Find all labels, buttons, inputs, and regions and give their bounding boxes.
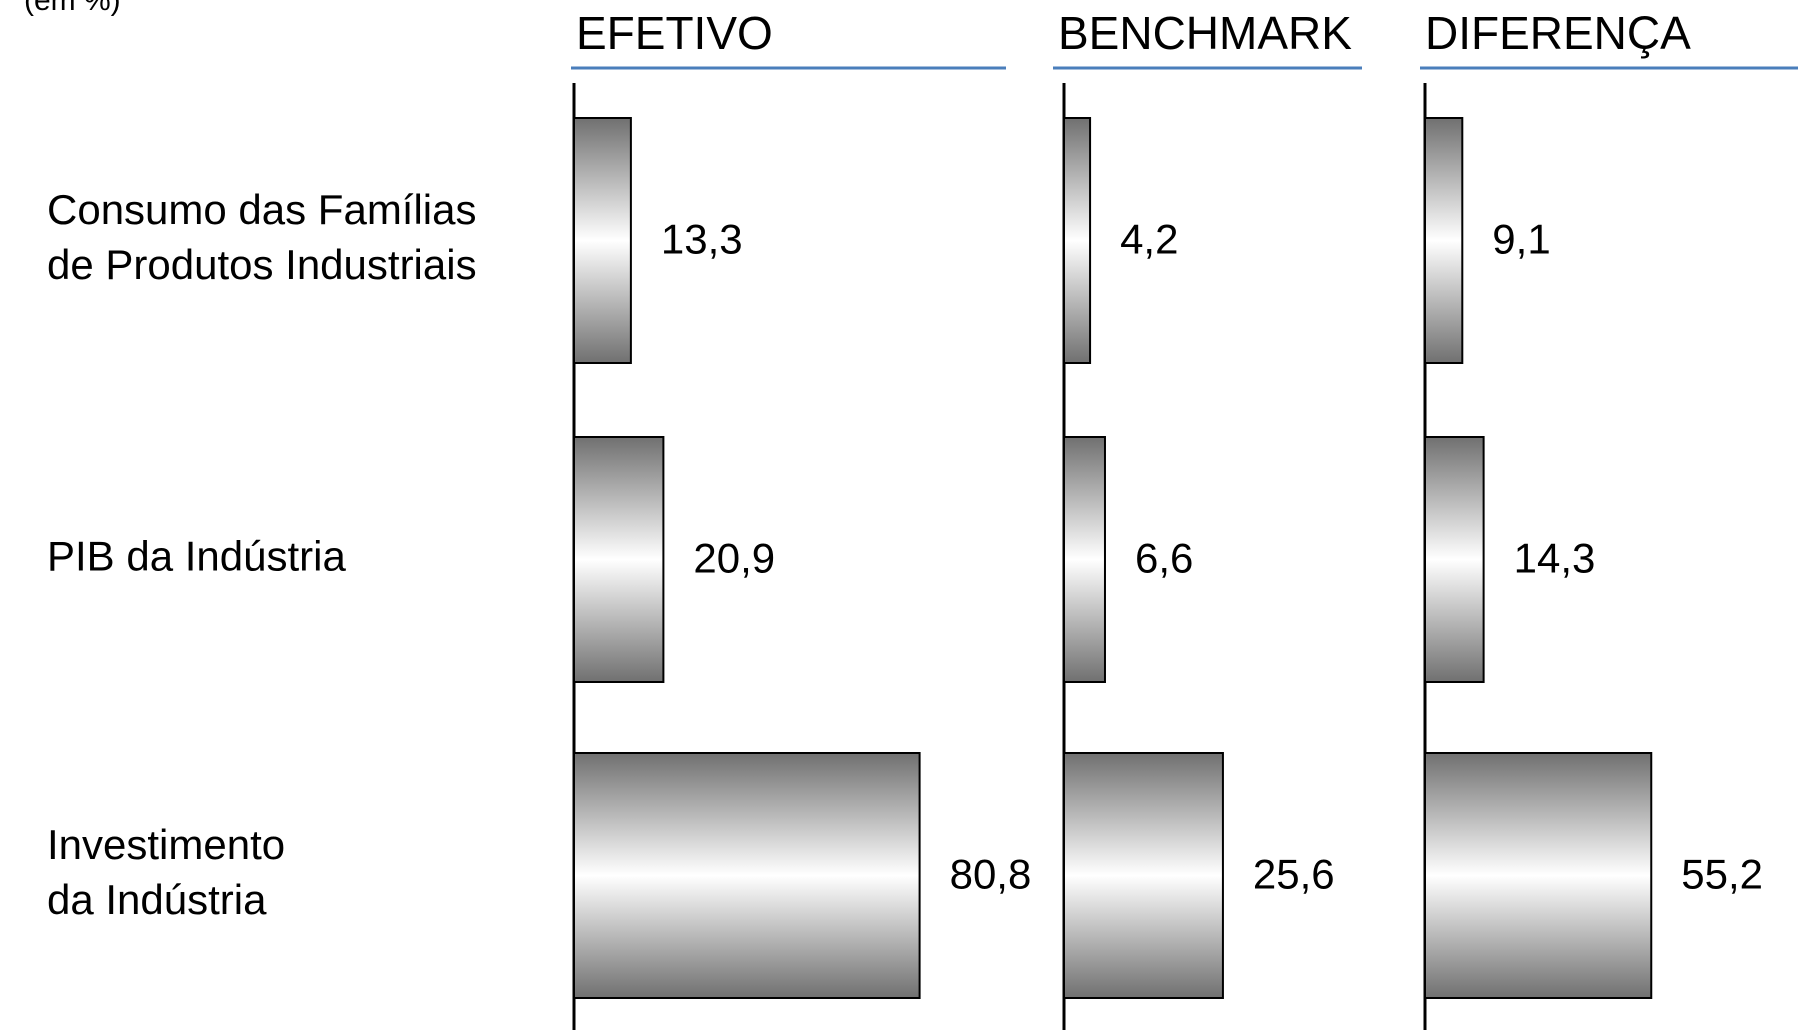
category-label: Consumo das Famílias xyxy=(47,186,477,233)
bar xyxy=(573,436,665,683)
category-label: PIB da Indústria xyxy=(47,533,346,580)
value-label: 4,2 xyxy=(1120,216,1178,263)
bar xyxy=(573,752,921,999)
bar xyxy=(1424,117,1464,364)
bar xyxy=(1424,436,1485,683)
panel-title: BENCHMARK xyxy=(1058,7,1352,59)
category-label: de Produtos Industriais xyxy=(47,241,477,288)
bar xyxy=(1063,436,1106,683)
category-label: da Indústria xyxy=(47,876,267,923)
category-label: Investimento xyxy=(47,821,285,868)
value-label: 55,2 xyxy=(1681,851,1763,898)
value-label: 80,8 xyxy=(950,851,1032,898)
bar xyxy=(1063,117,1092,364)
bar xyxy=(1424,752,1653,999)
panel-title: EFETIVO xyxy=(576,7,773,59)
panel-title: DIFERENÇA xyxy=(1425,7,1691,59)
subtitle: (em %) xyxy=(24,0,121,17)
value-label: 13,3 xyxy=(661,216,743,263)
value-label: 14,3 xyxy=(1514,535,1596,582)
bar xyxy=(573,117,632,364)
bar xyxy=(1063,752,1224,999)
value-label: 20,9 xyxy=(693,535,775,582)
value-label: 25,6 xyxy=(1253,851,1335,898)
value-label: 6,6 xyxy=(1135,535,1193,582)
value-label: 9,1 xyxy=(1492,216,1550,263)
